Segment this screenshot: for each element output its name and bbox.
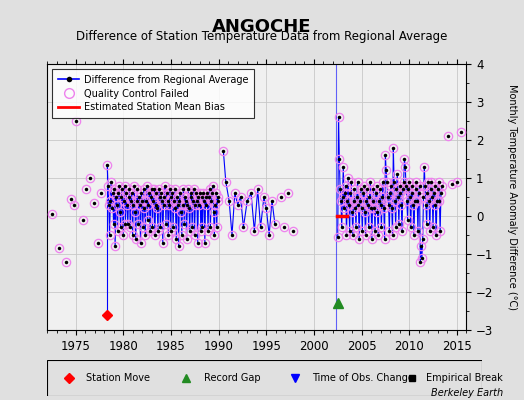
Text: Berkeley Earth: Berkeley Earth <box>431 388 503 398</box>
Text: Difference of Station Temperature Data from Regional Average: Difference of Station Temperature Data f… <box>77 30 447 43</box>
Text: Empirical Break: Empirical Break <box>425 373 503 383</box>
Y-axis label: Monthly Temperature Anomaly Difference (°C): Monthly Temperature Anomaly Difference (… <box>507 84 517 310</box>
Text: ANGOCHE: ANGOCHE <box>212 18 312 36</box>
Text: Station Move: Station Move <box>86 373 150 383</box>
Text: Record Gap: Record Gap <box>204 373 260 383</box>
Text: Time of Obs. Change: Time of Obs. Change <box>312 373 414 383</box>
Legend: Difference from Regional Average, Quality Control Failed, Estimated Station Mean: Difference from Regional Average, Qualit… <box>52 69 255 118</box>
